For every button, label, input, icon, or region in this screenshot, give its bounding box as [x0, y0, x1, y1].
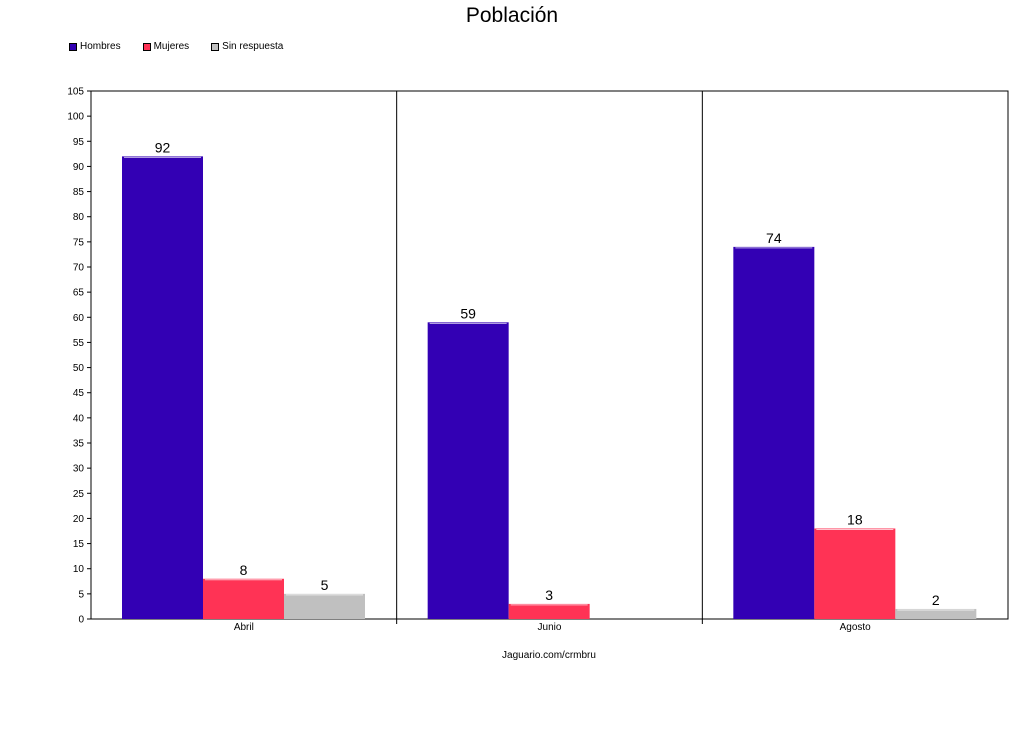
- data-label: 3: [545, 587, 553, 603]
- data-label: 2: [932, 592, 940, 608]
- data-label: 8: [240, 562, 248, 578]
- legend-swatch: [211, 42, 220, 51]
- x-axis-title: Jaguario.com/crmbru: [502, 650, 596, 661]
- y-tick-label: 0: [78, 615, 84, 626]
- y-tick-label: 35: [73, 439, 85, 450]
- y-tick-label: 45: [73, 388, 85, 399]
- y-tick-label: 60: [73, 313, 85, 324]
- x-tick-label: Agosto: [840, 622, 872, 633]
- bar: [427, 322, 509, 619]
- legend-label: Hombres: [80, 41, 121, 52]
- legend-item: Sin respuesta: [211, 41, 283, 52]
- y-tick-label: 100: [67, 112, 84, 123]
- y-tick-label: 30: [73, 464, 85, 475]
- chart-title: Población: [465, 4, 559, 27]
- legend-item: Mujeres: [142, 41, 190, 52]
- y-tick-label: 85: [73, 187, 85, 198]
- data-label: 92: [155, 139, 171, 155]
- data-label: 18: [847, 511, 863, 527]
- legend-swatch: [69, 42, 77, 51]
- legend-label: Sin respuesta: [222, 41, 284, 52]
- y-tick-label: 90: [73, 162, 85, 173]
- legend-label: Mujeres: [153, 41, 190, 52]
- y-tick-label: 50: [73, 363, 85, 374]
- legend-item: Hombres: [69, 41, 121, 52]
- y-tick-label: 95: [73, 137, 85, 148]
- y-tick-label: 15: [73, 539, 85, 550]
- bar: [508, 603, 590, 619]
- y-tick-label: 5: [78, 589, 84, 600]
- y-tick-label: 80: [73, 212, 85, 223]
- legend-swatch: [142, 42, 151, 51]
- y-tick-label: 20: [73, 514, 85, 525]
- bar: [895, 608, 977, 619]
- y-tick-label: 40: [73, 413, 85, 424]
- y-tick-label: 25: [73, 489, 85, 500]
- data-label: 59: [460, 305, 476, 321]
- data-label: 74: [766, 230, 782, 246]
- x-tick-label: Junio: [538, 622, 562, 633]
- y-tick-label: 105: [67, 87, 84, 98]
- y-tick-label: 10: [73, 564, 85, 575]
- bar: [284, 593, 365, 619]
- bar: [203, 578, 284, 619]
- bar: [733, 246, 815, 619]
- y-tick-label: 70: [73, 263, 85, 274]
- y-tick-label: 65: [73, 288, 85, 299]
- bar: [814, 528, 896, 619]
- bar: [122, 156, 203, 619]
- y-tick-label: 75: [73, 237, 85, 248]
- x-tick-label: Abril: [234, 622, 254, 633]
- y-tick-label: 55: [73, 338, 85, 349]
- legend: Hombres Mujeres Sin respuesta: [69, 41, 305, 52]
- data-label: 5: [321, 577, 329, 593]
